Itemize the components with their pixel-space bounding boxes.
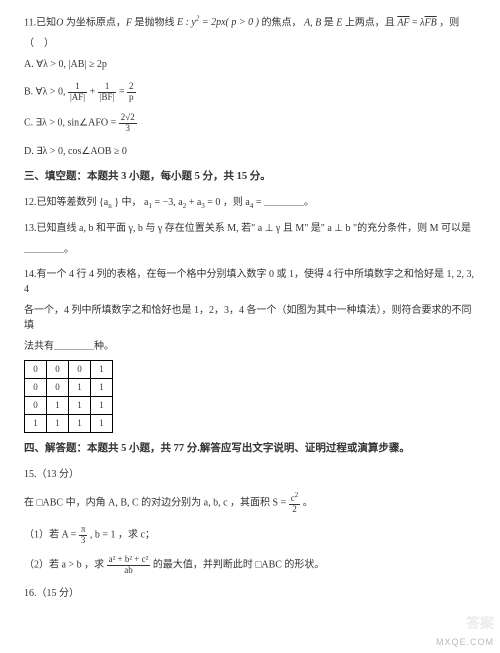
q11-optD: D. ∃λ > 0, cos∠AOB ≥ 0: [24, 144, 476, 159]
q13-line2: ＿＿＿＿。: [24, 242, 476, 257]
section3-heading: 三、填空题：本题共 3 小题，每小题 5 分，共 15 分。: [24, 169, 476, 185]
q15-head: 15.（13 分）: [24, 467, 476, 482]
q14-line2: 各一个，4 列中所填数字之和恰好也是 1，2，3，4 各一个（如图为其中一种填法…: [24, 303, 476, 333]
q14-line1: 14.有一个 4 行 4 列的表格，在每一个格中分别填入数字 0 或 1，使得 …: [24, 267, 476, 297]
q11-paren: （ ）: [24, 36, 476, 51]
section4-heading: 四、解答题：本题共 5 小题，共 77 分.解答应写出文字说明、证明过程或演算步…: [24, 441, 476, 457]
q11-optA: A. ∀λ > 0, |AB| ≥ 2p: [24, 57, 476, 72]
q15-part2: （2）若 a > b ，求 a² + b² + c²ab 的最大值，并判断此时 …: [24, 555, 476, 576]
q15-stem: 在 □ABC 中，内角 A, B, C 的对边分别为 a, b, c ，其面积 …: [24, 492, 476, 515]
q16-head: 16.（15 分）: [24, 586, 476, 601]
q14-line3: 法共有＿＿＿＿种。: [24, 339, 476, 354]
q11-stem: 11.已知O 为坐标原点，F 是抛物线 E : y2 = 2px( p > 0 …: [24, 14, 476, 30]
q12: 12.已知等差数列 {an } 中， a1 = −3, a2 + a3 = 0 …: [24, 195, 476, 212]
watermark-cn: 答案: [466, 614, 494, 635]
watermark-en: MXQE.COM: [436, 636, 494, 650]
q15-part1: （1）若 A = π3 , b = 1 ，求 c；: [24, 525, 476, 546]
q13-line1: 13.已知直线 a, b 和平面 γ, b 与 γ 存在位置关系 M, 若" a…: [24, 221, 476, 236]
q14-table: 0001 0011 0111 1111: [24, 360, 113, 433]
q11-optC: C. ∃λ > 0, sin∠AFO = 2√23: [24, 113, 476, 134]
q11-optB: B. ∀λ > 0, 1|AF| + 1|BF| = 2p: [24, 82, 476, 103]
